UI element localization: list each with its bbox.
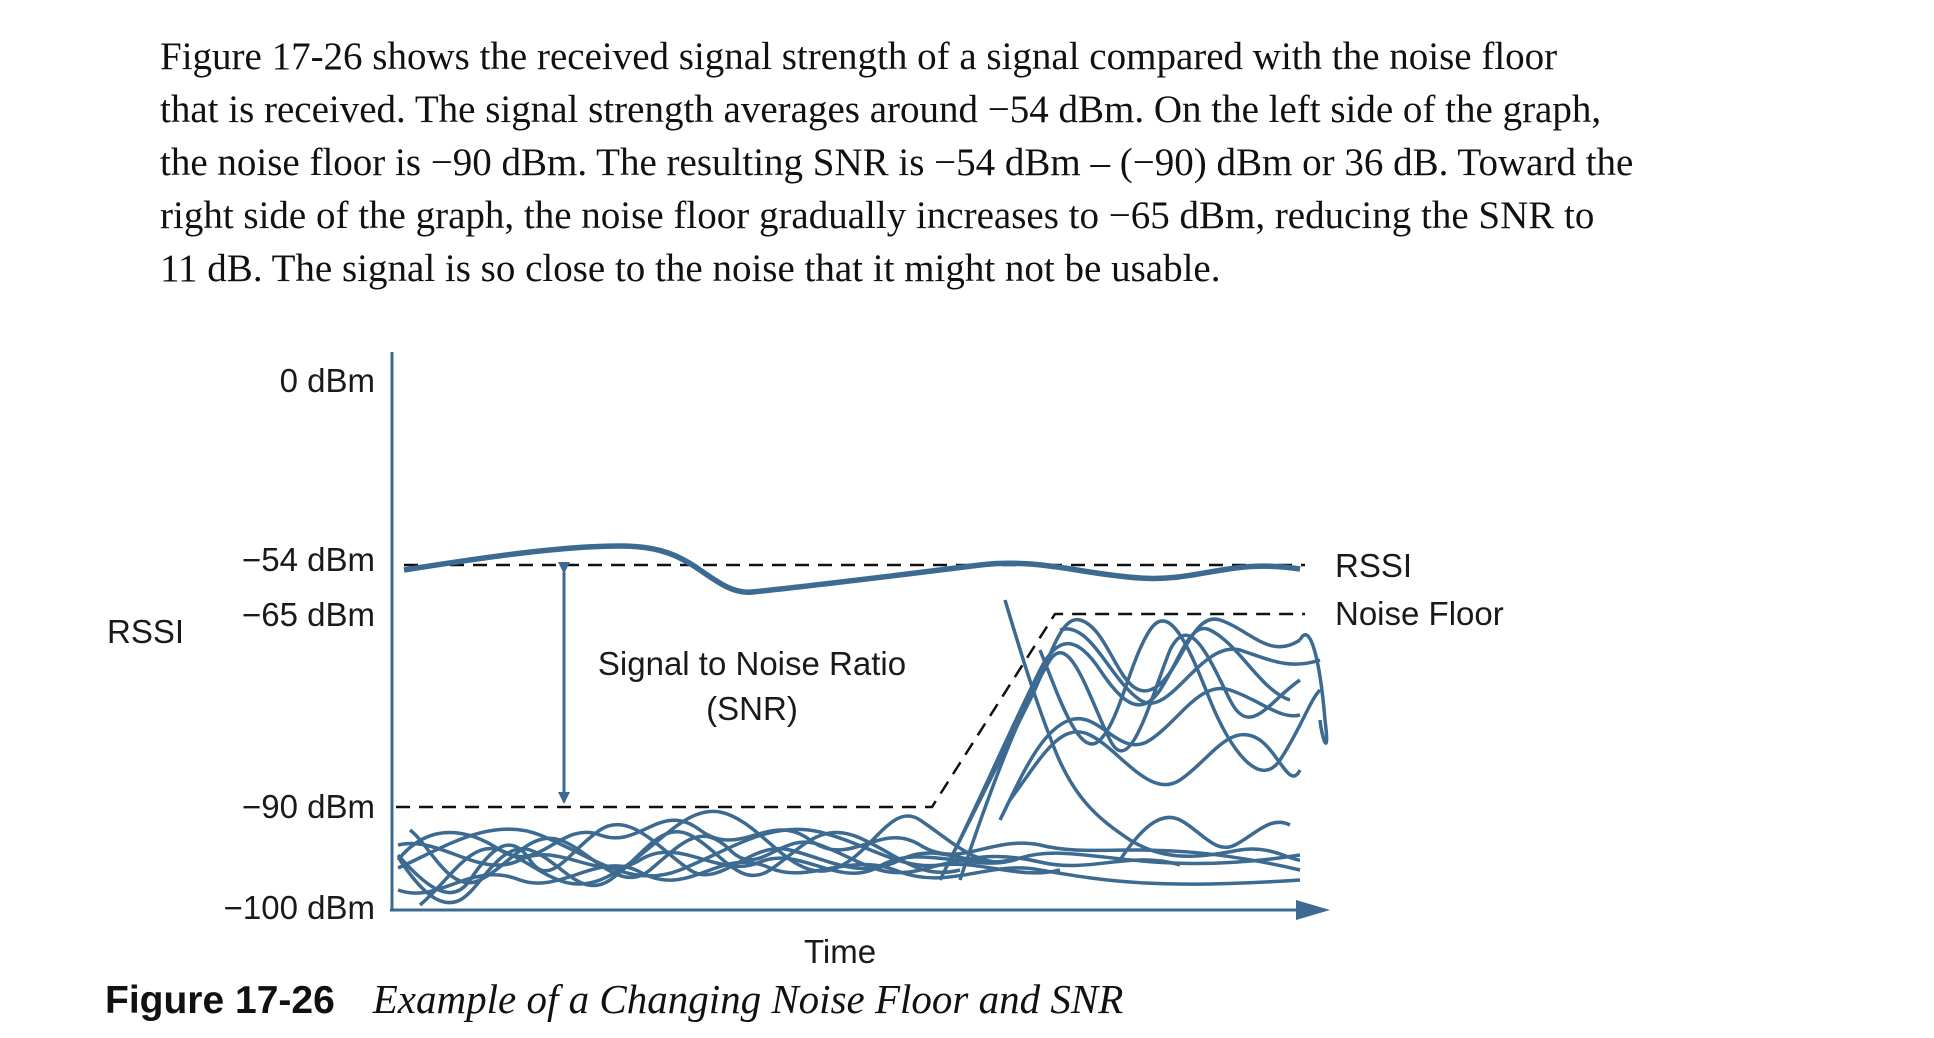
y-tick-label: −65 dBm bbox=[242, 596, 375, 633]
noise-curve bbox=[938, 617, 1301, 881]
body-paragraph: Figure 17-26 shows the received signal s… bbox=[160, 30, 1880, 295]
paragraph-line: the noise floor is −90 dBm. The resultin… bbox=[160, 141, 1634, 184]
x-axis-arrowhead bbox=[1296, 900, 1330, 920]
snr-label: (SNR) bbox=[706, 690, 798, 727]
noise-curve bbox=[958, 633, 1301, 881]
rssi-line-label: RSSI bbox=[1335, 547, 1412, 584]
noise-curve bbox=[418, 809, 1011, 907]
noise-floor-label: Noise Floor bbox=[1335, 595, 1504, 632]
paragraph-line: right side of the graph, the noise floor… bbox=[160, 194, 1595, 237]
noise-curve bbox=[1298, 633, 1329, 745]
noise-curve bbox=[998, 686, 1301, 821]
figure-caption-label: Figure 17-26 bbox=[105, 979, 335, 1022]
x-axis-title: Time bbox=[804, 933, 876, 970]
snr-label: Signal to Noise Ratio bbox=[598, 645, 906, 682]
noise-curve bbox=[1003, 599, 1301, 862]
noise-curves-low bbox=[396, 809, 1301, 907]
noise-curve bbox=[948, 626, 1291, 861]
noise-curve bbox=[397, 860, 1301, 895]
figure-caption-title: Example of a Changing Noise Floor and SN… bbox=[372, 976, 1124, 1022]
paragraph-line: 11 dB. The signal is so close to the noi… bbox=[160, 247, 1221, 290]
y-axis-title: RSSI bbox=[107, 613, 184, 650]
y-tick-label: −100 dBm bbox=[224, 889, 375, 926]
paragraph-line: Figure 17-26 shows the received signal s… bbox=[160, 35, 1558, 78]
noise-floor-dashed-line bbox=[396, 612, 1305, 809]
noise-curve bbox=[398, 830, 961, 905]
noise-curve bbox=[1118, 815, 1291, 861]
noise-curve bbox=[1038, 619, 1322, 773]
y-tick-label: 0 dBm bbox=[280, 362, 375, 399]
noise-curve bbox=[1059, 627, 1321, 705]
paragraph-line: that is received. The signal strength av… bbox=[160, 88, 1602, 131]
noise-curve bbox=[408, 828, 1181, 885]
figure-caption: Figure 17-26 Example of a Changing Noise … bbox=[105, 975, 1123, 1023]
noise-curves-high bbox=[938, 599, 1329, 881]
y-tick-label: −54 dBm bbox=[242, 541, 375, 578]
noise-curve bbox=[1008, 730, 1302, 802]
y-tick-label: −90 dBm bbox=[242, 788, 375, 825]
rssi-signal-line bbox=[403, 543, 1301, 595]
